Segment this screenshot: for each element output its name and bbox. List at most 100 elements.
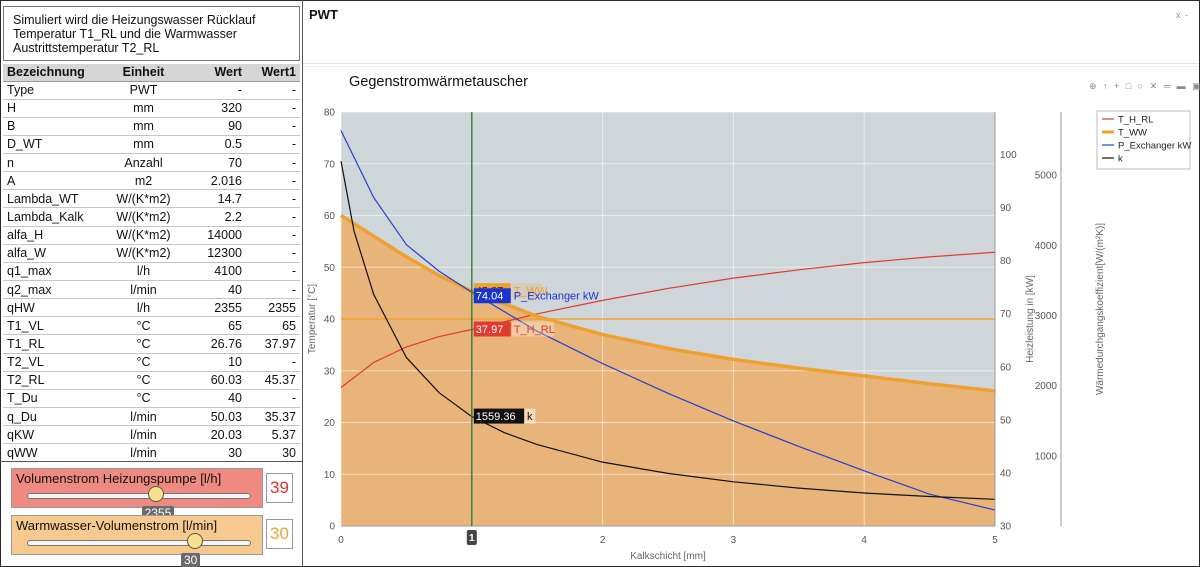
panel-close-icon[interactable]: x - (1176, 10, 1189, 20)
table-cell: Anzahl (101, 153, 186, 173)
table-cell: 35.37 (246, 407, 300, 427)
cursor-name-label: T_H_RL (514, 324, 555, 336)
y-left-tick-label: 40 (324, 315, 336, 326)
heating-pump-slider-label: Volumenstrom Heizungspumpe [l/h] (16, 471, 222, 486)
table-cell: W/(K*m2) (101, 226, 186, 245)
table-cell: Lambda_Kalk (3, 207, 101, 227)
table-cell: - (246, 244, 300, 263)
hot-water-number-display[interactable]: 30 (266, 519, 293, 549)
legend-entry: T_WW (1118, 128, 1147, 139)
legend-entry: T_H_RL (1118, 115, 1153, 126)
cursor-value-label: 74.04 (476, 291, 504, 303)
table-cell: - (246, 226, 300, 245)
y-right-tick-label: 90 (1000, 203, 1012, 214)
y-right-tick-label: 30 (1000, 522, 1012, 533)
hot-water-slider-track[interactable] (27, 540, 251, 546)
x-axis-label: Kalkschicht [mm] (630, 551, 706, 562)
table-cell: °C (101, 334, 186, 354)
cursor-name-badge (525, 408, 536, 424)
chart-toolbar-icons[interactable]: ⊕ ↑ + □ ○ ✕ ═ ▬ ▣ (1089, 81, 1200, 91)
table-cell: 40 (186, 280, 246, 300)
table-row: alfa_W W/(K*m2) 12300- (3, 244, 300, 263)
table-row: T1_VL °C 65 65 (3, 316, 300, 336)
series-line-t-h-rl (340, 251, 996, 388)
cursor-tick-label: 1 (469, 532, 475, 544)
chart-title: Gegenstromwärmetauscher (349, 74, 528, 90)
col-header-einheit: Einheit (101, 64, 186, 82)
table-cell: l/h (101, 298, 186, 318)
table-row: q_Du l/min 50.03 35.37 (3, 407, 300, 427)
table-cell: D_WT (3, 135, 101, 155)
table-cell: m2 (101, 171, 186, 191)
table-cell: 10 (186, 353, 246, 372)
table-cell: - (246, 81, 300, 100)
y-left-tick-label: 50 (324, 263, 336, 274)
cursor-name-badge (511, 283, 542, 299)
hot-water-slider-label: Warmwasser-Volumenstrom [l/min] (16, 518, 218, 533)
table-cell: 50.03 (186, 407, 246, 427)
table-cell: - (246, 189, 300, 209)
table-cell: alfa_W (3, 244, 101, 263)
y-left-tick-label: 20 (324, 418, 336, 429)
col-header-wert1: Wert1 (246, 64, 300, 82)
series-line-p-exchanger-kw (340, 130, 996, 511)
legend-entry: k (1118, 154, 1123, 165)
table-cell: l/h (101, 262, 186, 282)
series-line-t-ww (340, 213, 996, 393)
table-cell: T1_RL (3, 334, 101, 354)
table-cell: W/(K*m2) (101, 189, 186, 209)
panel-divider (302, 0, 303, 567)
table-cell: - (246, 117, 300, 136)
table-cell: 30 (246, 443, 300, 463)
y-right-tick-label: 70 (1000, 309, 1012, 320)
table-cell: l/min (101, 425, 186, 445)
table-cell: alfa_H (3, 226, 101, 245)
table-cell: 65 (246, 316, 300, 336)
table-cell: 70 (186, 153, 246, 173)
y-right-tick-label: 50 (1000, 415, 1012, 426)
y-right2-tick-label: 5000 (1035, 171, 1058, 182)
hot-water-slider-thumb[interactable] (187, 533, 203, 549)
table-cell: qKW (3, 425, 101, 445)
table-cell: 5.37 (246, 425, 300, 445)
y-right-axis-label: Heizleistung in [kW] (1025, 275, 1036, 363)
table-cell: 0.5 (186, 135, 246, 155)
y-left-tick-label: 80 (324, 108, 336, 119)
table-cell: 320 (186, 99, 246, 118)
col-header-wert: Wert (186, 64, 246, 82)
x-tick-label: 2 (600, 535, 606, 546)
table-row: qKW l/min 20.03 5.37 (3, 425, 300, 445)
cursor-value-badge (473, 408, 524, 424)
x-tick-label: 5 (992, 535, 998, 546)
table-cell: l/min (101, 443, 186, 463)
y-right-tick-label: 60 (1000, 362, 1012, 373)
divider (0, 461, 302, 462)
heating-pump-slider-thumb[interactable] (147, 486, 164, 502)
y-left-tick-label: 60 (324, 211, 336, 222)
description-line: Austrittstemperatur T2_RL (13, 41, 160, 55)
table-row: Type PWT - - (3, 81, 300, 100)
hot-water-slider-value: 30 (181, 553, 201, 567)
divider (303, 66, 1199, 67)
table-cell: 14000 (186, 226, 246, 245)
table-cell: 90 (186, 117, 246, 136)
table-row: alfa_H W/(K*m2) 14000- (3, 226, 300, 245)
table-cell: qWW (3, 443, 101, 463)
table-cell: °C (101, 389, 186, 409)
description-line: Simuliert wird die Heizungswasser Rückla… (13, 13, 256, 27)
table-row: T1_RL °C 26.76 37.97 (3, 334, 300, 354)
x-tick-label: 0 (338, 535, 344, 546)
heating-pump-number-display[interactable]: 39 (266, 473, 293, 503)
cursor-value-label: 37.97 (476, 324, 504, 336)
table-cell: Lambda_WT (3, 189, 101, 209)
table-cell: 2.016 (186, 171, 246, 191)
table-cell: 4100 (186, 262, 246, 282)
table-cell: - (246, 171, 300, 191)
table-row: Lambda_Kalk W/(K*m2) 2.2- (3, 207, 300, 227)
table-row: n Anzahl 70- (3, 153, 300, 173)
table-cell: q_Du (3, 407, 101, 427)
heating-pump-slider-track[interactable] (27, 493, 251, 499)
